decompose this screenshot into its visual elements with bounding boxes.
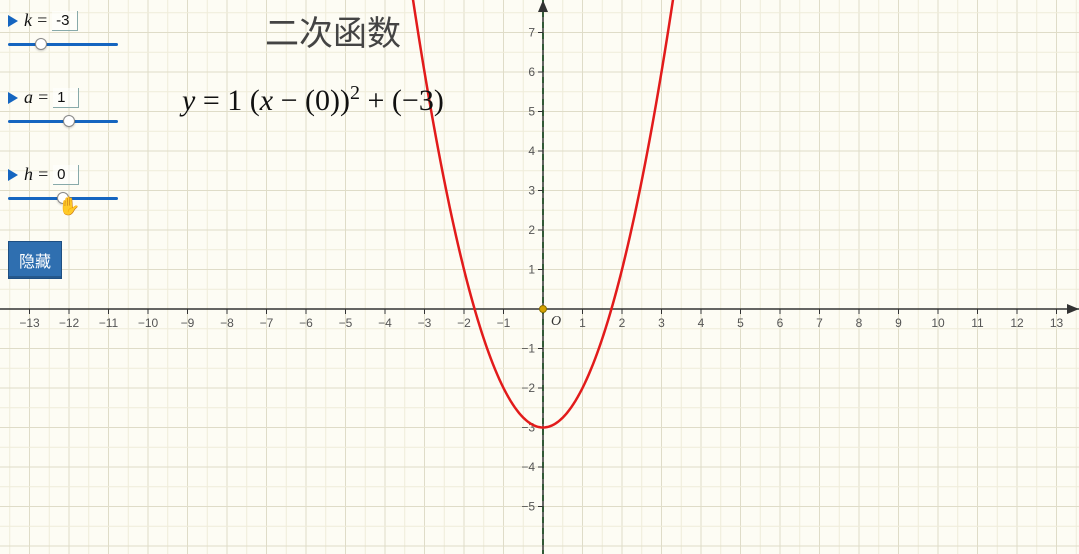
svg-text:−2: −2 (457, 316, 471, 330)
svg-text:2: 2 (528, 223, 535, 237)
equation-display: y = 1 (x − (0))2 + (−3) (182, 82, 444, 118)
slider-k-label: k (24, 10, 32, 31)
eq-plus: + ( (360, 84, 402, 117)
svg-text:−4: −4 (378, 316, 392, 330)
slider-k-value[interactable]: -3 (52, 11, 78, 31)
svg-text:3: 3 (658, 316, 665, 330)
eq-lp: ( (242, 84, 260, 117)
play-icon-k[interactable] (8, 15, 18, 27)
svg-text:−4: −4 (521, 460, 535, 474)
svg-text:−7: −7 (260, 316, 274, 330)
svg-text:6: 6 (777, 316, 784, 330)
svg-text:11: 11 (971, 316, 984, 330)
controls-panel: k = -3 a = 1 h = 0 隐藏 (8, 10, 118, 279)
svg-text:−2: −2 (521, 381, 535, 395)
svg-text:8: 8 (856, 316, 863, 330)
svg-text:12: 12 (1010, 316, 1024, 330)
svg-text:2: 2 (619, 316, 626, 330)
slider-a: a = 1 (8, 87, 118, 128)
svg-text:6: 6 (528, 65, 535, 79)
svg-text:−9: −9 (181, 316, 195, 330)
svg-text:9: 9 (895, 316, 902, 330)
svg-text:4: 4 (698, 316, 705, 330)
svg-text:10: 10 (931, 316, 945, 330)
slider-a-value[interactable]: 1 (53, 88, 79, 108)
svg-text:5: 5 (737, 316, 744, 330)
svg-text:O: O (551, 314, 561, 329)
svg-text:7: 7 (528, 26, 535, 40)
eq-rp: )) (330, 84, 350, 117)
eq-minus: − ( (273, 84, 315, 117)
svg-text:7: 7 (816, 316, 823, 330)
svg-text:−10: −10 (138, 316, 159, 330)
chart-title: 二次函数 (265, 6, 401, 55)
slider-a-label: a (24, 87, 33, 108)
svg-text:−1: −1 (497, 316, 511, 330)
cursor-icon: ✋ (58, 196, 80, 217)
eq-h: 0 (315, 84, 330, 117)
slider-h-label: h (24, 164, 33, 185)
eq-x: x (260, 84, 273, 117)
eq-a: 1 (227, 84, 242, 117)
svg-text:−13: −13 (19, 316, 40, 330)
svg-text:13: 13 (1050, 316, 1064, 330)
eq-k: −3 (402, 84, 434, 117)
svg-text:−12: −12 (59, 316, 80, 330)
eq-y: y (182, 84, 195, 117)
svg-text:1: 1 (579, 316, 586, 330)
slider-h-value[interactable]: 0 (53, 165, 79, 185)
slider-k-thumb[interactable] (35, 38, 47, 50)
play-icon-a[interactable] (8, 92, 18, 104)
eq-sign: = (37, 87, 49, 108)
svg-text:−3: −3 (418, 316, 432, 330)
coordinate-plane[interactable]: −13−12−11−10−9−8−7−6−5−4−3−2−11234567891… (0, 0, 1079, 554)
slider-k-track[interactable] (8, 37, 118, 51)
eq-end: ) (434, 84, 444, 117)
play-icon-h[interactable] (8, 169, 18, 181)
slider-a-thumb[interactable] (63, 115, 75, 127)
svg-text:−11: −11 (99, 316, 119, 330)
svg-text:5: 5 (528, 105, 535, 119)
svg-text:−5: −5 (521, 500, 535, 514)
eq-sign: = (37, 164, 49, 185)
svg-text:−1: −1 (521, 342, 535, 356)
svg-text:3: 3 (528, 184, 535, 198)
slider-k: k = -3 (8, 10, 118, 51)
svg-text:−8: −8 (220, 316, 234, 330)
svg-text:4: 4 (528, 144, 535, 158)
slider-a-track[interactable] (8, 114, 118, 128)
eq-eq: = (195, 84, 227, 117)
eq-sign: = (36, 10, 48, 31)
svg-text:−5: −5 (339, 316, 353, 330)
svg-text:1: 1 (528, 263, 535, 277)
svg-text:−6: −6 (299, 316, 313, 330)
hide-button[interactable]: 隐藏 (8, 241, 62, 279)
eq-sq: 2 (350, 82, 360, 104)
